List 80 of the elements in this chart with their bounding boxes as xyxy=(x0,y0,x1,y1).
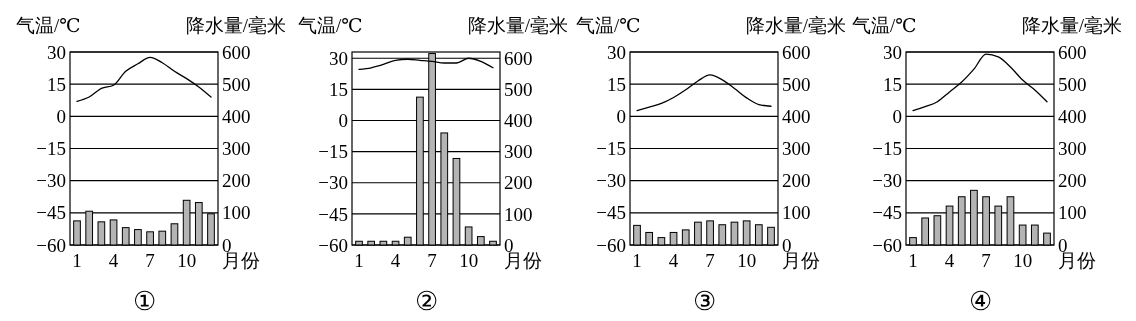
x-tick-label: 1 xyxy=(908,250,918,271)
text: ① xyxy=(132,287,156,316)
y-tick-label: 15 xyxy=(329,79,348,100)
y-axis-title: 气温/℃ xyxy=(576,15,641,36)
y-tick-label: 30 xyxy=(329,47,348,69)
y-tick-label: −45 xyxy=(596,202,626,224)
x-tick-label: 4 xyxy=(668,250,679,271)
y-tick-label: −15 xyxy=(36,138,66,160)
text: ④ xyxy=(968,287,992,316)
y-tick-label: 30 xyxy=(883,41,902,63)
x-tick-label: 1 xyxy=(72,250,82,271)
y-tick-label: −60 xyxy=(318,234,348,256)
y2-axis-title: 降水量/毫米 xyxy=(185,15,286,36)
y2-tick-label: 400 xyxy=(222,105,251,127)
y2-tick-label: 600 xyxy=(1058,41,1087,63)
y2-tick-label: 400 xyxy=(1058,105,1087,127)
y2-tick-label: 100 xyxy=(782,202,811,224)
y-tick-label: 0 xyxy=(338,110,348,132)
y-tick-label: −30 xyxy=(36,170,66,192)
x-tick-label: 10 xyxy=(177,250,197,271)
y2-tick-label: 100 xyxy=(222,202,251,224)
y2-tick-label: 300 xyxy=(222,138,251,160)
y-tick-label: −30 xyxy=(872,170,902,192)
y-axis-title: 气温/℃ xyxy=(16,15,81,36)
text: ③ xyxy=(692,287,716,316)
x-tick-label: 7 xyxy=(705,250,715,271)
y-tick-label: 15 xyxy=(607,73,626,95)
y-tick-label: −15 xyxy=(318,141,348,163)
y2-tick-label: 400 xyxy=(782,105,811,127)
y2-axis-title: 降水量/毫米 xyxy=(467,15,568,36)
y-tick-label: −60 xyxy=(36,234,66,256)
y-tick-label: 30 xyxy=(607,41,626,63)
y2-tick-label: 500 xyxy=(504,79,533,100)
x-tick-label: 7 xyxy=(981,250,991,271)
y-tick-label: −60 xyxy=(596,234,626,256)
x-tick-label: 10 xyxy=(1013,250,1033,271)
y2-tick-label: 500 xyxy=(1058,73,1087,95)
y-tick-label: −45 xyxy=(36,202,66,224)
y2-tick-label: 600 xyxy=(222,41,251,63)
y-axis-title: 气温/℃ xyxy=(298,15,363,36)
y2-tick-label: 500 xyxy=(222,73,251,95)
y2-tick-label: 600 xyxy=(782,41,811,63)
y2-tick-label: 200 xyxy=(222,170,251,192)
y-tick-label: −15 xyxy=(872,138,902,160)
x-tick-label: 1 xyxy=(354,250,364,271)
y2-tick-label: 400 xyxy=(504,110,533,132)
y-tick-label: 0 xyxy=(616,105,626,127)
y-tick-label: −15 xyxy=(596,138,626,160)
y-tick-label: 0 xyxy=(892,105,902,127)
y-tick-label: 15 xyxy=(883,73,902,95)
y-tick-label: 0 xyxy=(56,105,66,127)
y-tick-label: −30 xyxy=(318,172,348,194)
x-tick-label: 1 xyxy=(632,250,642,271)
x-tick-label: 7 xyxy=(145,250,155,271)
y-tick-label: −30 xyxy=(596,170,626,192)
y-tick-label: −45 xyxy=(872,202,902,224)
y2-tick-label: 300 xyxy=(1058,138,1087,160)
y2-axis-title: 降水量/毫米 xyxy=(1021,15,1122,36)
y-tick-label: −60 xyxy=(872,234,902,256)
y2-tick-label: 100 xyxy=(1058,202,1087,224)
x-tick-label: 4 xyxy=(390,250,401,271)
y-tick-label: 15 xyxy=(47,73,66,95)
y2-tick-label: 300 xyxy=(504,141,533,163)
y2-tick-label: 600 xyxy=(504,47,533,69)
y-tick-label: 30 xyxy=(47,41,66,63)
y2-tick-label: 500 xyxy=(782,73,811,95)
y2-tick-label: 100 xyxy=(504,203,533,225)
x-tick-label: 10 xyxy=(459,250,479,271)
x-tick-label: 7 xyxy=(427,250,437,271)
y2-tick-label: 200 xyxy=(782,170,811,192)
text: ② xyxy=(414,287,438,316)
x-tick-label: 10 xyxy=(737,250,757,271)
y2-tick-label: 200 xyxy=(1058,170,1087,192)
y2-axis-title: 降水量/毫米 xyxy=(745,15,846,36)
y2-tick-label: 200 xyxy=(504,172,533,194)
y-axis-title: 气温/℃ xyxy=(852,15,917,36)
y2-tick-label: 300 xyxy=(782,138,811,160)
x-tick-label: 4 xyxy=(108,250,119,271)
x-tick-label: 4 xyxy=(944,250,955,271)
y-tick-label: −45 xyxy=(318,203,348,225)
